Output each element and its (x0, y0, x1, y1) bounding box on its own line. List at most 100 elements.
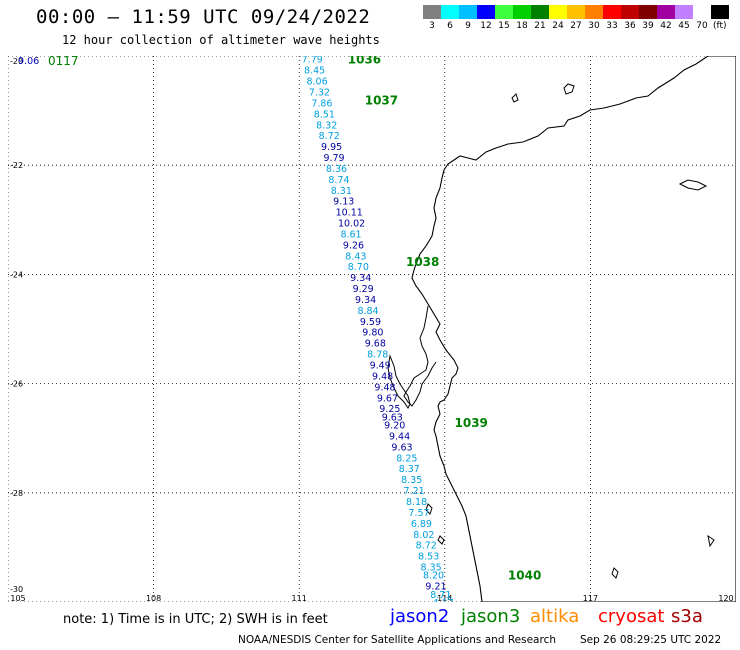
footer-note: note: 1) Time is in UTC; 2) SWH is in fe… (63, 612, 328, 627)
latitude-tick-label: -20 (10, 57, 23, 66)
swh-reading: 8.78 (367, 350, 388, 361)
colorbar-tick-label: 15 (498, 21, 510, 31)
swh-reading: 9.80 (362, 328, 383, 339)
legend-s3a: s3a (671, 606, 703, 627)
colorbar-swatch (423, 5, 441, 19)
swh-reading: 8.06 (306, 77, 327, 88)
colorbar-swatch (621, 5, 639, 19)
latitude-tick-label: -24 (10, 270, 23, 279)
colorbar-tick-label: 70 (696, 21, 708, 31)
swh-reading: 9.63 (391, 442, 412, 453)
swh-reading: 8.72 (319, 131, 340, 142)
pass-time-label: 1040 (508, 569, 541, 583)
colorbar-swatch (549, 5, 567, 19)
swh-reading: 8.37 (399, 464, 420, 475)
swh-reading: 8.35 (421, 563, 442, 574)
colorbar-unit: (ft) (713, 21, 727, 31)
colorbar-swatch (603, 5, 621, 19)
swh-reading: 9.48 (372, 371, 393, 382)
altimeter-map: 105 108 111 114 117 120 -20 -22 -24 -26 -28 -30 7.7… (8, 56, 736, 602)
colorbar-swatch (675, 5, 693, 19)
pass-time-labels: 1036 1037 1038 1039 1040 (348, 56, 542, 583)
swh-reading: 9.49 (370, 360, 391, 371)
swh-reading: 8.53 (418, 552, 439, 563)
colorbar-tick-label: 12 (480, 21, 492, 31)
map-subtitle: 12 hour collection of altimeter wave hei… (62, 33, 380, 47)
legend-cryosat: cryosat (598, 606, 665, 627)
footer-credit: NOAA/NESDIS Center for Satellite Applica… (238, 634, 556, 646)
swh-reading: 9.79 (323, 153, 344, 164)
swh-reading: 8.71 (430, 590, 451, 601)
swh-reading: 8.35 (401, 475, 422, 486)
swh-reading: 9.48 (374, 382, 395, 393)
shark-bay-peninsula (403, 305, 437, 407)
longitude-tick-label: 111 (292, 594, 307, 602)
colorbar-tick-label: 36 (624, 21, 636, 31)
latitude-tick-label: -28 (10, 489, 23, 498)
swh-reading: 8.72 (416, 541, 437, 552)
swh-reading: 8.02 (413, 530, 434, 541)
wave-height-colorbar (423, 5, 729, 19)
colorbar-swatch (585, 5, 603, 19)
swh-reading: 9.44 (389, 431, 410, 442)
pass-time-label: 1036 (348, 56, 381, 67)
swh-reading: 8.20 (423, 571, 444, 582)
swh-reading: 7.86 (311, 98, 332, 109)
legend-jason2: jason2 (390, 606, 450, 627)
latitude-tick-label: -30 (10, 585, 23, 594)
australia-coastline (411, 56, 736, 602)
longitude-tick-label: 114 (437, 594, 452, 602)
colorbar-swatch (567, 5, 585, 19)
colorbar-swatch (639, 5, 657, 19)
islands-south (425, 503, 715, 579)
coastline (387, 56, 736, 602)
swh-reading: 8.84 (357, 306, 378, 317)
swh-reading: 9.20 (384, 421, 405, 432)
swh-reading: 9.21 (425, 582, 446, 593)
pass-time-label: 1038 (406, 255, 439, 269)
swh-reading: 8.61 (340, 229, 361, 240)
swh-reading: 8.31 (331, 186, 352, 197)
colorbar-tick-label: 42 (660, 21, 672, 31)
swh-reading: 9.63 (382, 412, 403, 423)
corner-pass-time: 0117 (48, 56, 79, 68)
swh-reading: 8.74 (328, 175, 349, 186)
colorbar-swatch (693, 5, 711, 19)
colorbar-tick-label: 18 (516, 21, 528, 31)
swh-reading: 9.13 (333, 197, 354, 208)
swh-reading: 7.32 (309, 87, 330, 98)
small-island-north (563, 83, 575, 95)
longitude-tick-label: 120 (718, 594, 733, 602)
colorbar-tick-label: 21 (534, 21, 546, 31)
swh-reading: 9.67 (377, 393, 398, 404)
swh-reading: 9.34 (355, 295, 376, 306)
longitude-tick-label: 105 (10, 594, 25, 602)
colorbar-swatch (513, 5, 531, 19)
corner-swh-value: 9.06 (18, 56, 39, 67)
small-island-northwest (511, 93, 519, 103)
pass-time-label: 1037 (365, 94, 398, 108)
swh-reading: 8.36 (326, 164, 347, 175)
swh-reading: 9.29 (353, 284, 374, 295)
swh-reading: 8.45 (304, 66, 325, 77)
swh-reading: 8.18 (406, 497, 427, 508)
colorbar-swatch (657, 5, 675, 19)
colorbar-swatch (477, 5, 495, 19)
pass-time-label: 1039 (455, 416, 488, 430)
colorbar-tick-label: 6 (447, 21, 453, 31)
colorbar-swatch (495, 5, 513, 19)
swh-reading: 7.57 (408, 508, 429, 519)
colorbar-tick-label: 9 (465, 21, 471, 31)
footer-generated-time: Sep 26 08:29:25 UTC 2022 (580, 634, 722, 646)
dirk-hartog-island (387, 354, 411, 409)
colorbar-tick-label: 27 (570, 21, 582, 31)
colorbar-swatch (459, 5, 477, 19)
longitude-tick-label: 108 (146, 594, 161, 602)
swh-reading: 8.25 (396, 453, 417, 464)
colorbar-tick-label: 30 (588, 21, 600, 31)
swh-reading: 7.21 (404, 486, 425, 497)
legend-altika: altika (530, 606, 580, 627)
lat-lon-grid (8, 56, 736, 602)
swh-reading: 9.59 (360, 317, 381, 328)
map-title: 00:00 — 11:59 UTC 09/24/2022 (36, 6, 371, 28)
